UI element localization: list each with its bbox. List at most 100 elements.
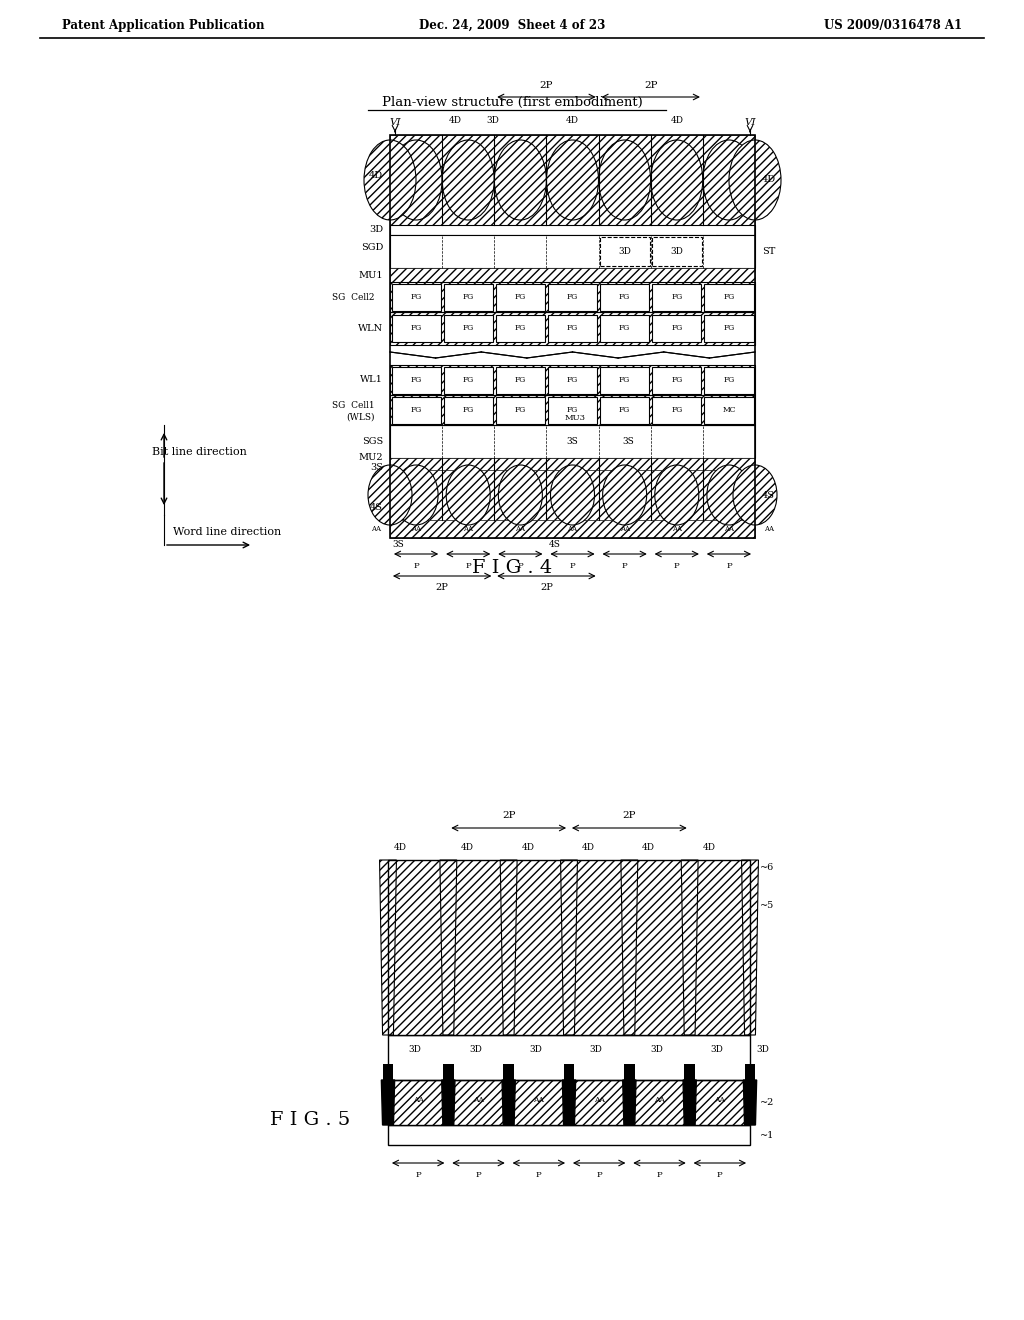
Text: 3S: 3S [392,540,403,549]
Text: 4D: 4D [521,843,535,851]
Ellipse shape [603,465,646,525]
Polygon shape [441,1080,455,1125]
Text: ~2: ~2 [760,1098,774,1107]
Text: 4D: 4D [582,843,595,851]
Bar [390,425,755,458]
Polygon shape [743,1080,757,1125]
Text: P: P [622,562,628,570]
Text: P: P [465,562,471,570]
Text: 4S: 4S [370,503,383,511]
Bar [388,861,750,1035]
Bar [390,470,755,520]
Polygon shape [562,1080,575,1125]
Text: AA: AA [463,525,473,533]
Text: 3D: 3D [409,1045,422,1053]
Text: AA: AA [413,1096,424,1105]
Bar [391,284,440,310]
Ellipse shape [368,465,412,525]
Text: P: P [596,1171,602,1179]
Text: 4S: 4S [762,491,775,499]
Text: FG: FG [620,376,630,384]
Text: VI: VI [744,117,756,127]
Bar [705,396,754,424]
Bar [388,1035,750,1080]
Polygon shape [621,861,638,1035]
Bar [496,315,545,342]
Bar [390,520,755,539]
Ellipse shape [599,140,650,220]
Text: WL1: WL1 [360,375,383,384]
Bar [496,396,545,424]
Polygon shape [623,1080,636,1125]
Text: P: P [674,562,680,570]
Polygon shape [500,861,517,1035]
Text: Bit line direction: Bit line direction [152,447,247,457]
Text: FG: FG [671,293,682,301]
Text: 3D: 3D [486,116,500,125]
Bar [390,312,755,345]
Text: 4D: 4D [449,116,462,125]
Text: AA: AA [473,1096,484,1105]
Text: FG: FG [567,407,579,414]
Text: 2P: 2P [540,583,553,591]
Text: MU3: MU3 [564,414,586,422]
Text: P: P [717,1171,723,1179]
Text: 3D: 3D [756,1045,769,1053]
Bar [744,1064,756,1080]
Text: Dec. 24, 2009  Sheet 4 of 23: Dec. 24, 2009 Sheet 4 of 23 [419,18,605,32]
Ellipse shape [495,140,547,220]
Text: 4D: 4D [566,116,579,125]
Text: P: P [476,1171,481,1179]
Bar [652,367,701,393]
Polygon shape [741,861,759,1035]
Text: SG  Cell1: SG Cell1 [333,400,375,409]
Bar [391,367,440,393]
Text: 3D: 3D [590,1045,602,1053]
Text: FG: FG [515,325,526,333]
Text: 4D: 4D [393,843,407,851]
Text: AA: AA [654,1096,665,1105]
Text: (WLS): (WLS) [346,412,375,421]
Text: AA: AA [594,1096,604,1105]
Text: 2P: 2P [540,81,553,90]
Polygon shape [502,1080,515,1125]
Text: FG: FG [515,407,526,414]
Bar [496,367,545,393]
Text: FG: FG [567,325,579,333]
Text: AA: AA [715,1096,725,1105]
Bar [390,235,755,268]
Text: AA: AA [411,525,421,533]
Text: US 2009/0316478 A1: US 2009/0316478 A1 [824,18,962,32]
Bar [388,1080,750,1125]
Bar [390,224,755,235]
Bar [443,367,493,393]
Text: 3S: 3S [566,437,579,446]
Text: 2P: 2P [623,810,636,820]
Text: FG: FG [620,407,630,414]
Bar [705,367,754,393]
Text: 3D: 3D [618,247,631,256]
Bar [391,315,440,342]
Text: WLN: WLN [357,323,383,333]
Bar [390,282,755,312]
Text: P: P [517,562,523,570]
Text: VI: VI [389,117,400,127]
Text: F I G . 4: F I G . 4 [472,558,552,577]
Bar [548,315,597,342]
Bar [624,1064,635,1080]
Text: FG: FG [411,376,422,384]
Text: FG: FG [463,293,474,301]
Ellipse shape [733,465,777,525]
Text: FG: FG [620,325,630,333]
Bar [600,315,649,342]
Text: MU2: MU2 [358,454,383,462]
Ellipse shape [394,465,438,525]
Text: AA: AA [567,525,578,533]
Bar [705,315,754,342]
Text: 3S: 3S [370,463,383,473]
Bar [684,1064,695,1080]
Text: P: P [414,562,419,570]
Text: FG: FG [567,376,579,384]
Text: ST: ST [762,247,775,256]
Polygon shape [560,861,578,1035]
